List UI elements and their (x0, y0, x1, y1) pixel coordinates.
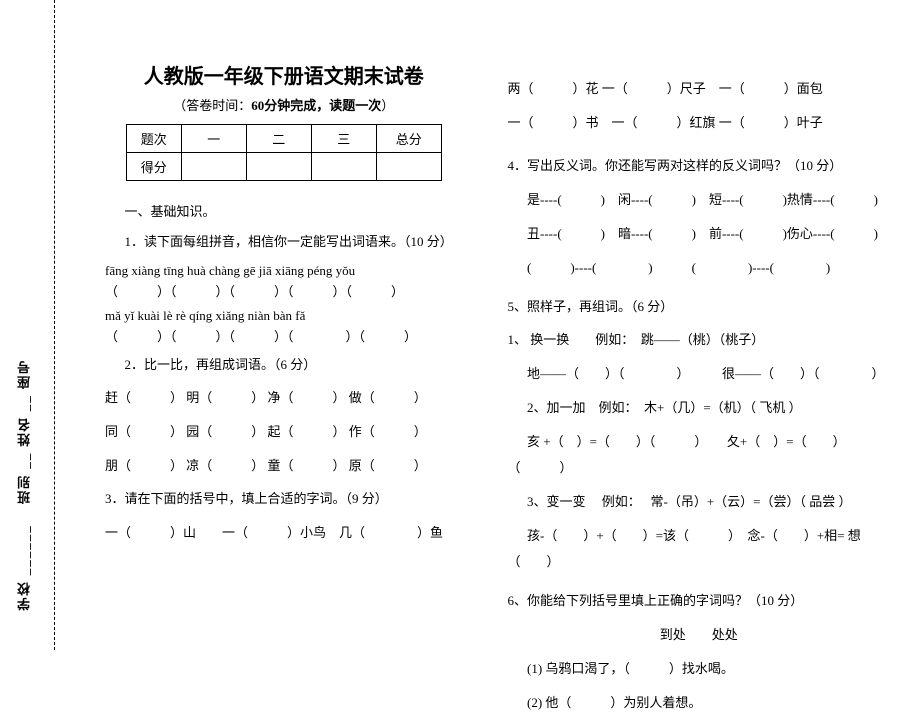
q2: 2．比一比，再组成词语。（6 分） (105, 353, 463, 378)
binding-seat: 座号 (17, 359, 32, 389)
score-cell-total (376, 153, 441, 181)
left-column: 人教版一年级下册语文期末试卷 （答卷时间：60分钟完成，读题一次） 题次 一 二… (55, 0, 488, 650)
score-table: 题次 一 二 三 总分 得分 (126, 124, 442, 181)
right-column: 两（ ）花 一（ ）尺子 一（ ）面包 一（ ）书 一（ ）红旗 一（ ）叶子 … (488, 0, 920, 650)
q5-2: 2、加一加 例如： 木+（几）=（机）（ 飞机 ） (508, 395, 891, 421)
page-content: 人教版一年级下册语文期末试卷 （答卷时间：60分钟完成，读题一次） 题次 一 二… (55, 0, 920, 650)
q5-3a: 孩-（ ）+（ ）=该（ ） 念-（ ）+相= 想（ ） (508, 523, 891, 575)
subtitle-prefix: （答卷时间： (173, 98, 251, 113)
q4-line-3: ( )----( ) ( )----( ) (508, 255, 891, 281)
score-row-label: 得分 (126, 153, 181, 181)
score-col-total: 总分 (376, 125, 441, 153)
binding-class: 班别 (17, 474, 32, 504)
score-cell-2 (246, 153, 311, 181)
q1-pinyin-2: mǎ yǐ kuài lè rè qíng xiǎng niàn bàn fǎ (105, 308, 463, 324)
q5-3: 3、变一变 例如： 常-（吊）+（云）=（尝）（ 品尝 ） (508, 489, 891, 515)
q2-line-1: 赶（ ） 明（ ） 净（ ） 做（ ） (105, 385, 463, 411)
exam-title: 人教版一年级下册语文期末试卷 (105, 60, 463, 89)
q6-2: (2) 他（ ）为别人着想。 (508, 690, 891, 716)
q5: 5、照样子，再组词。（6 分） (508, 295, 891, 320)
q6: 6、你能给下列括号里填上正确的字词吗？（10 分） (508, 589, 891, 614)
subtitle-suffix: ） (381, 98, 394, 113)
q5-1: 1、 换一换 例如： 跳——（桃）（桃子） (508, 327, 891, 353)
exam-subtitle: （答卷时间：60分钟完成，读题一次） (105, 95, 463, 114)
q4: 4．写出反义词。你还能写两对这样的反义词吗？（10 分） (508, 154, 891, 179)
q1-pinyin-1: fāng xiàng tīng huà chàng gē jiā xiāng p… (105, 263, 463, 279)
score-col-3: 三 (311, 125, 376, 153)
q5-2a: 亥 +（ ）=（ ）（ ） 夂+（ ）=（ ）（ ） (508, 429, 891, 481)
q3-line-r1: 两（ ）花 一（ ）尺子 一（ ）面包 (508, 76, 891, 102)
q2-line-2: 同（ ） 园（ ） 起（ ） 作（ ） (105, 419, 463, 445)
score-col-2: 二 (246, 125, 311, 153)
score-cell-1 (181, 153, 246, 181)
score-header-label: 题次 (126, 125, 181, 153)
q4-line-2: 丑----( ) 暗----( ) 前----( )伤心----( ) (508, 221, 891, 247)
q3-line-1: 一（ ）山 一（ ）小鸟 几（ ）鱼 (105, 520, 463, 546)
binding-name: 姓名 (17, 416, 32, 446)
q1-paren-1: （ ）（ ）（ ）（ ）（ ） (105, 281, 463, 300)
binding-info: 学校 ______ 班别 __ 姓名 __ 座号 (15, 359, 34, 611)
score-cell-3 (311, 153, 376, 181)
q3-line-r2: 一（ ）书 一（ ）红旗 一（ ）叶子 (508, 110, 891, 136)
section-1-heading: 一、基础知识。 (105, 201, 463, 220)
binding-school: 学校 (17, 580, 32, 610)
binding-margin: 学校 ______ 班别 __ 姓名 __ 座号 (0, 0, 55, 650)
q6-1: (1) 乌鸦口渴了，（ ）找水喝。 (508, 656, 891, 682)
q3: 3．请在下面的括号中，填上合适的字词。（9 分） (105, 487, 463, 512)
q6-words: 到处 处处 (508, 622, 891, 648)
subtitle-time: 60分钟完成，读题一次 (251, 98, 381, 113)
score-col-1: 一 (181, 125, 246, 153)
q2-line-3: 朋（ ） 凉（ ） 童（ ） 原（ ） (105, 453, 463, 479)
q5-1a: 地——（ ）（ ） 很——（ ）（ ） (508, 361, 891, 387)
q4-line-1: 是----( ) 闲----( ) 短----( )热情----( ) (508, 187, 891, 213)
q1: 1．读下面每组拼音，相信你一定能写出词语来。（10 分） (105, 230, 463, 255)
q1-paren-2: （ ）（ ）（ ）（ ）（ ） (105, 326, 463, 345)
